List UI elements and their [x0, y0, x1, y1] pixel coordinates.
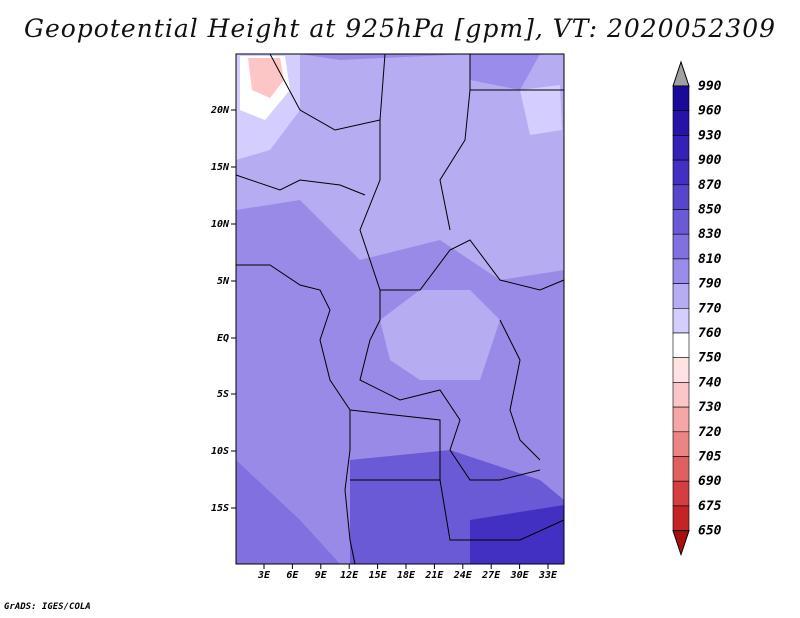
lon-label: 30E: [510, 570, 530, 581]
lat-label: 10S: [211, 446, 229, 457]
colorbar-swatch: [672, 159, 690, 186]
contour-northeast-light: [520, 85, 562, 135]
colorbar-label: 870: [698, 178, 722, 193]
contour-790-810: [236, 54, 564, 280]
colorbar-label: 730: [698, 400, 722, 415]
colorbar-swatch: [672, 209, 690, 235]
lon-label: 3E: [257, 570, 271, 581]
latitude-axis: 20N 15N 10N 5N EQ 5S 10S 15S: [210, 105, 236, 514]
colorbar-swatch: [672, 357, 690, 383]
lon-label: 33E: [538, 570, 558, 581]
colorbar-label: 770: [698, 301, 722, 316]
colorbar-swatch: [672, 480, 690, 507]
lat-label: 15S: [211, 503, 229, 514]
lat-label: 5N: [217, 276, 230, 287]
contour-southwest: [236, 460, 340, 564]
colorbar-label: 850: [698, 203, 722, 218]
colorbar-label: 650: [698, 524, 722, 539]
colorbar-label: 960: [698, 104, 722, 119]
lon-label: 18E: [397, 570, 416, 581]
contour-900-930: [470, 505, 564, 564]
colorbar-swatch: [672, 382, 690, 408]
lon-label: 12E: [340, 570, 359, 581]
colorbar-swatch: [672, 233, 690, 260]
contour-740-750: [248, 58, 284, 98]
map-panel: [235, 53, 565, 565]
colorbar-label: 705: [698, 450, 722, 465]
contour-congo-basin: [380, 290, 500, 380]
map-title: Geopotential Height at 925hPa [gpm], VT:…: [23, 14, 777, 43]
lat-label: 5S: [217, 389, 229, 400]
colorbar-swatch: [672, 110, 690, 136]
colorbar-label: 930: [698, 128, 722, 143]
colorbar-label: 740: [698, 375, 722, 390]
colorbar-label: 760: [698, 326, 722, 341]
colorbar-swatch: [672, 505, 690, 531]
lat-label: 20N: [210, 105, 230, 116]
colorbar-swatch: [672, 184, 690, 210]
grads-credit: GrADS: IGES/COLA: [4, 602, 91, 612]
colorbar-swatch: [672, 456, 690, 482]
lat-label: 10N: [211, 219, 230, 230]
colorbar-swatch: [672, 283, 690, 309]
colorbar-swatch: [672, 332, 690, 359]
colorbar-label: 900: [698, 153, 722, 168]
colorbar-swatch: [672, 135, 690, 161]
colorbar-label: 990: [698, 79, 722, 94]
colorbar-label: 750: [698, 351, 722, 366]
colorbar-swatch: [672, 258, 690, 284]
lon-label: 9E: [315, 570, 328, 581]
colorbar-label: 810: [698, 252, 722, 267]
lon-label: 21E: [424, 570, 444, 581]
colorbar-swatch: [672, 85, 690, 112]
colorbar-swatch: [672, 406, 690, 433]
colorbar-label: 675: [698, 499, 722, 514]
colorbar-swatch: [672, 307, 690, 334]
colorbar: 990 960 930 900 870 850 830 810 790 770 760 750 740 7…: [672, 60, 722, 557]
lon-label: 6E: [286, 570, 299, 581]
colorbar-top-arrow: [672, 60, 690, 87]
contour-northeast-darker: [470, 54, 540, 90]
lon-label: 27E: [481, 570, 501, 581]
longitude-axis: 3E 6E 9E 12E 15E 18E 21E 24E 27E 30E 33E: [257, 564, 558, 581]
colorbar-label: 790: [698, 277, 722, 292]
country-borders: [235, 53, 565, 565]
colorbar-label: 690: [698, 474, 722, 489]
lat-label: EQ: [217, 333, 229, 344]
colorbar-label: 720: [698, 425, 722, 440]
lon-label: 15E: [369, 570, 388, 581]
colorbar-swatch: [672, 431, 690, 457]
map-frame: [235, 53, 565, 565]
lat-label: 15N: [211, 162, 230, 173]
lon-label: 24E: [453, 570, 473, 581]
colorbar-bottom-arrow: [672, 530, 690, 557]
colorbar-label: 830: [698, 227, 722, 242]
